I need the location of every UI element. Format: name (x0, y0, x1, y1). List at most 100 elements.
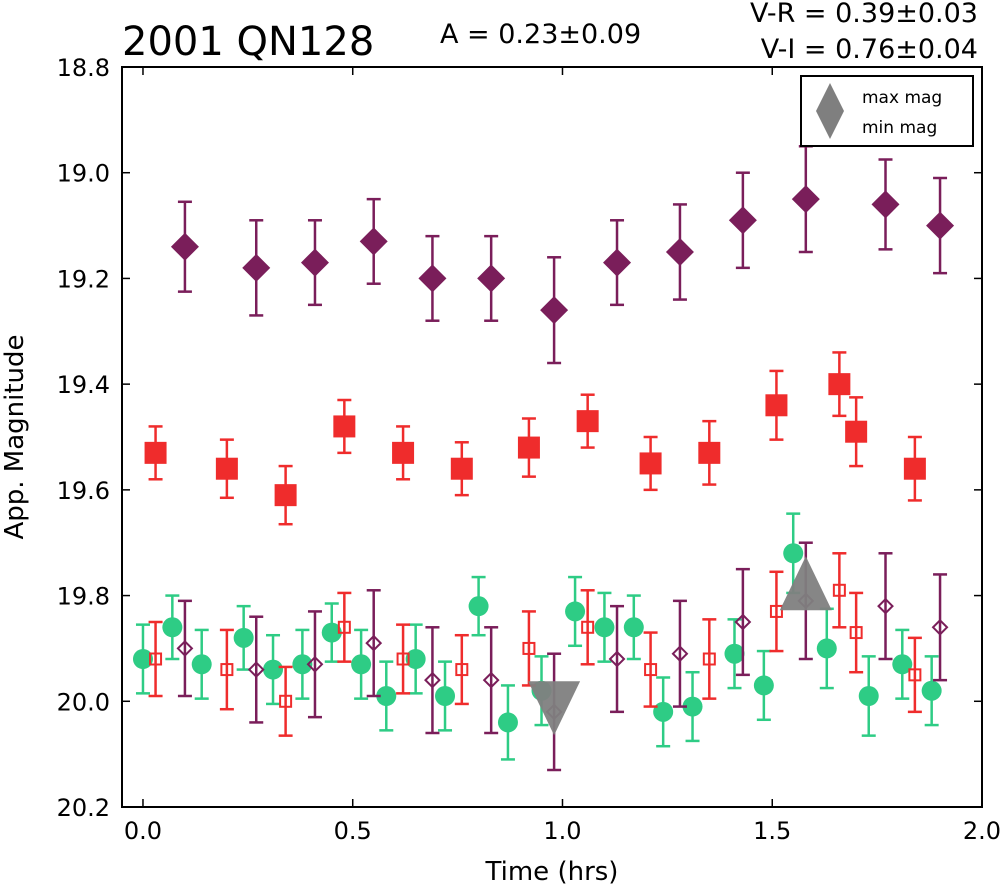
data-point-square (908, 668, 922, 682)
data-point-square (698, 441, 721, 464)
y-tick-label: 20.2 (57, 794, 110, 822)
v-r-color-label: V-R = 0.39±0.03 (750, 0, 978, 29)
data-point-diamond (540, 296, 569, 325)
x-axis-label: Time (hrs) (485, 857, 619, 887)
amplitude-label: A = 0.23±0.09 (440, 19, 641, 50)
data-point-square (396, 652, 410, 666)
data-point-circle (816, 638, 837, 659)
data-point-diamond (176, 640, 194, 657)
data-point-circle (435, 686, 456, 706)
data-point-square (455, 663, 469, 677)
y-tick-label: 19.0 (57, 160, 110, 188)
data-point-circle (321, 622, 342, 643)
data-point-diamond (665, 238, 694, 266)
data-point-circle (753, 675, 774, 696)
data-point-square (149, 652, 163, 666)
data-point-circle (623, 617, 644, 638)
data-point-circle (351, 654, 372, 675)
data-point-circle (682, 696, 703, 717)
data-point-circle (892, 654, 913, 675)
y-tick-label: 18.8 (57, 54, 110, 82)
plot-data-layer (132, 145, 955, 772)
data-point-diamond (242, 253, 271, 282)
y-tick-label: 19.2 (57, 265, 110, 293)
data-point-square (522, 641, 536, 655)
min-mag-marker (528, 681, 581, 736)
legend: max mag min mag (800, 75, 974, 147)
data-point-diamond (477, 264, 506, 293)
data-point-diamond (728, 206, 757, 235)
data-point-square (644, 663, 658, 677)
data-point-square (220, 663, 234, 677)
y-tick-label: 19.8 (57, 583, 110, 611)
data-point-square (769, 604, 783, 618)
data-point-square (702, 652, 716, 666)
triangle-down-icon (816, 111, 844, 139)
data-point-circle (594, 617, 615, 638)
x-tick-label: 1.0 (543, 817, 581, 845)
data-point-diamond (926, 211, 955, 240)
triangle-up-icon (816, 83, 844, 111)
data-point-diamond (871, 190, 900, 219)
data-point-diamond (359, 227, 388, 256)
data-point-square (639, 452, 662, 475)
data-point-square (517, 436, 540, 459)
data-point-diamond (365, 634, 383, 652)
data-point-diamond (424, 671, 441, 689)
series-2 (132, 512, 942, 761)
legend-label-min: min mag (862, 118, 937, 138)
data-point-square (333, 415, 356, 438)
data-point-diamond (671, 645, 689, 663)
series-1 (144, 351, 926, 526)
data-point-diamond (306, 655, 324, 673)
series-3 (148, 552, 922, 737)
data-point-diamond (791, 185, 820, 214)
data-point-diamond (603, 248, 632, 277)
data-point-diamond (247, 661, 265, 678)
series-0 (170, 145, 955, 365)
data-point-circle (468, 596, 489, 617)
data-point-circle (497, 712, 518, 733)
data-point-circle (233, 627, 254, 648)
data-point-square (576, 410, 599, 433)
y-axis-label: App. Magnitude (0, 334, 30, 539)
data-point-diamond (931, 618, 949, 636)
x-tick-label: 0.5 (334, 817, 372, 845)
data-point-diamond (300, 248, 329, 277)
data-point-square (450, 457, 473, 480)
data-point-diamond (734, 613, 752, 631)
y-tick-label: 19.4 (57, 371, 110, 399)
x-tick-label: 1.5 (753, 817, 791, 845)
max-mag-marker (779, 556, 832, 611)
data-point-square (903, 457, 926, 480)
data-point-circle (783, 543, 804, 564)
data-point-circle (724, 643, 745, 664)
data-point-diamond (170, 232, 199, 261)
data-point-square (392, 441, 415, 464)
data-point-circle (191, 654, 212, 675)
data-point-square (215, 457, 238, 480)
data-point-circle (653, 701, 674, 722)
data-point-square (845, 420, 868, 443)
plot-frame (121, 66, 983, 808)
data-point-square (828, 373, 851, 396)
data-point-square (144, 441, 167, 464)
data-point-square (849, 626, 863, 640)
x-tick-label: 0.0 (124, 817, 162, 845)
data-point-square (337, 620, 351, 634)
data-point-diamond (608, 650, 626, 668)
data-point-circle (858, 686, 879, 706)
data-point-square (274, 484, 297, 507)
data-point-diamond (418, 264, 447, 293)
data-point-square (765, 394, 788, 417)
data-point-circle (565, 601, 586, 622)
y-tick-label: 19.6 (57, 477, 110, 505)
data-point-square (581, 620, 595, 634)
data-point-circle (292, 654, 313, 675)
chart-title: 2001 QN128 (122, 19, 374, 65)
data-point-square (832, 583, 846, 597)
legend-label-max: max mag (862, 88, 942, 108)
data-point-circle (405, 649, 426, 669)
data-point-circle (263, 659, 284, 680)
